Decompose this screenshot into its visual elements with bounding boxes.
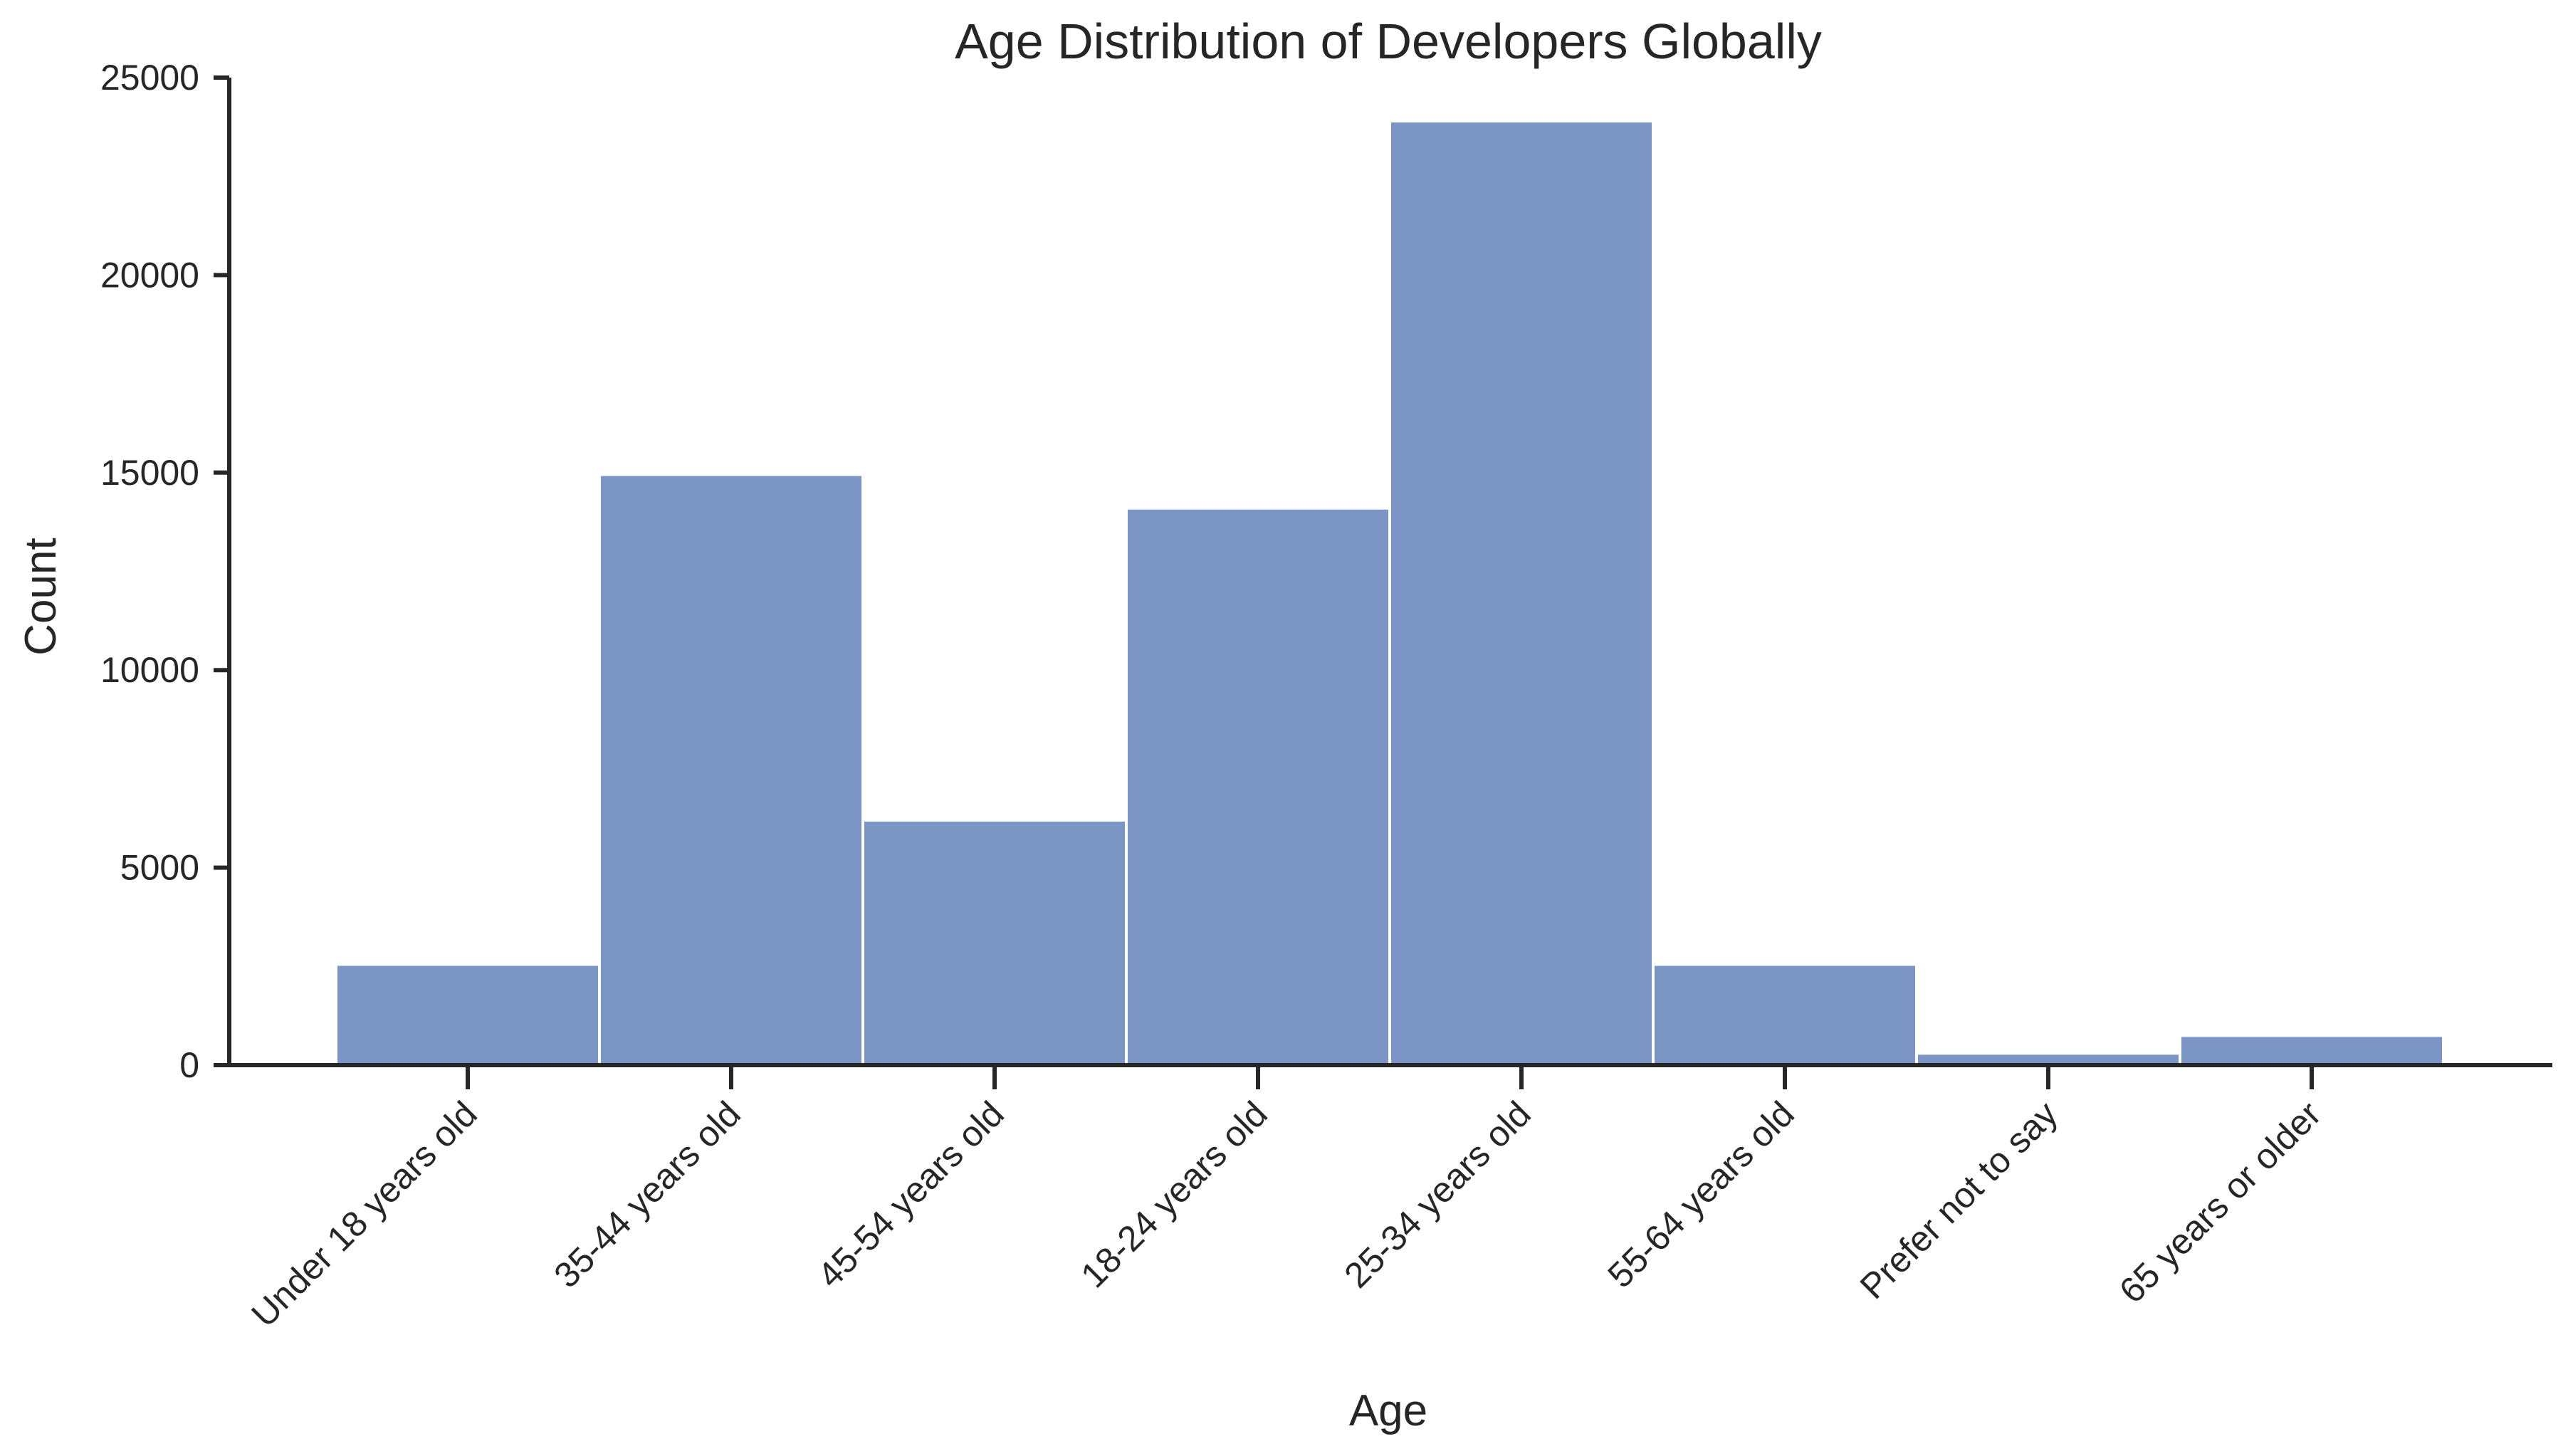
chart-title: Age Distribution of Developers Globally <box>955 14 1822 69</box>
bar-18-24-years-old <box>1125 506 1391 1067</box>
x-tick-label: Prefer not to say <box>1852 1094 2065 1306</box>
bar-35-44-years-old <box>598 473 864 1067</box>
x-axis-title: Age <box>1349 1386 1427 1435</box>
y-tick-label: 10000 <box>100 650 199 690</box>
bar-45-54-years-old <box>861 819 1128 1067</box>
bar-55-64-years-old <box>1652 963 1918 1067</box>
x-tick-label: 45-54 years old <box>809 1094 1011 1295</box>
y-axis-title: Count <box>16 538 65 655</box>
y-tick-label: 15000 <box>100 453 199 493</box>
x-tick-label: Under 18 years old <box>243 1094 484 1334</box>
y-axis: 0 5000 10000 15000 20000 25000 <box>100 58 231 1085</box>
bar-under-18-years-old <box>335 963 601 1067</box>
x-axis: Under 18 years old 35-44 years old 45-54 y… <box>229 1063 2552 1335</box>
x-tick-label: 65 years or older <box>2112 1094 2329 1311</box>
x-tick-label: 35-44 years old <box>546 1094 748 1295</box>
x-tick-label: 25-34 years old <box>1336 1094 1538 1295</box>
bar-65-years-or-older <box>2179 1034 2445 1067</box>
y-tick-label: 25000 <box>100 58 199 98</box>
y-tick-label: 20000 <box>100 255 199 295</box>
y-tick-label: 5000 <box>120 848 199 888</box>
x-tick-label: 18-24 years old <box>1073 1094 1274 1295</box>
bar-25-34-years-old <box>1388 120 1655 1067</box>
x-tick-label: 55-64 years old <box>1600 1094 1801 1295</box>
y-tick-label: 0 <box>179 1045 199 1085</box>
bars-layer <box>335 120 2445 1067</box>
